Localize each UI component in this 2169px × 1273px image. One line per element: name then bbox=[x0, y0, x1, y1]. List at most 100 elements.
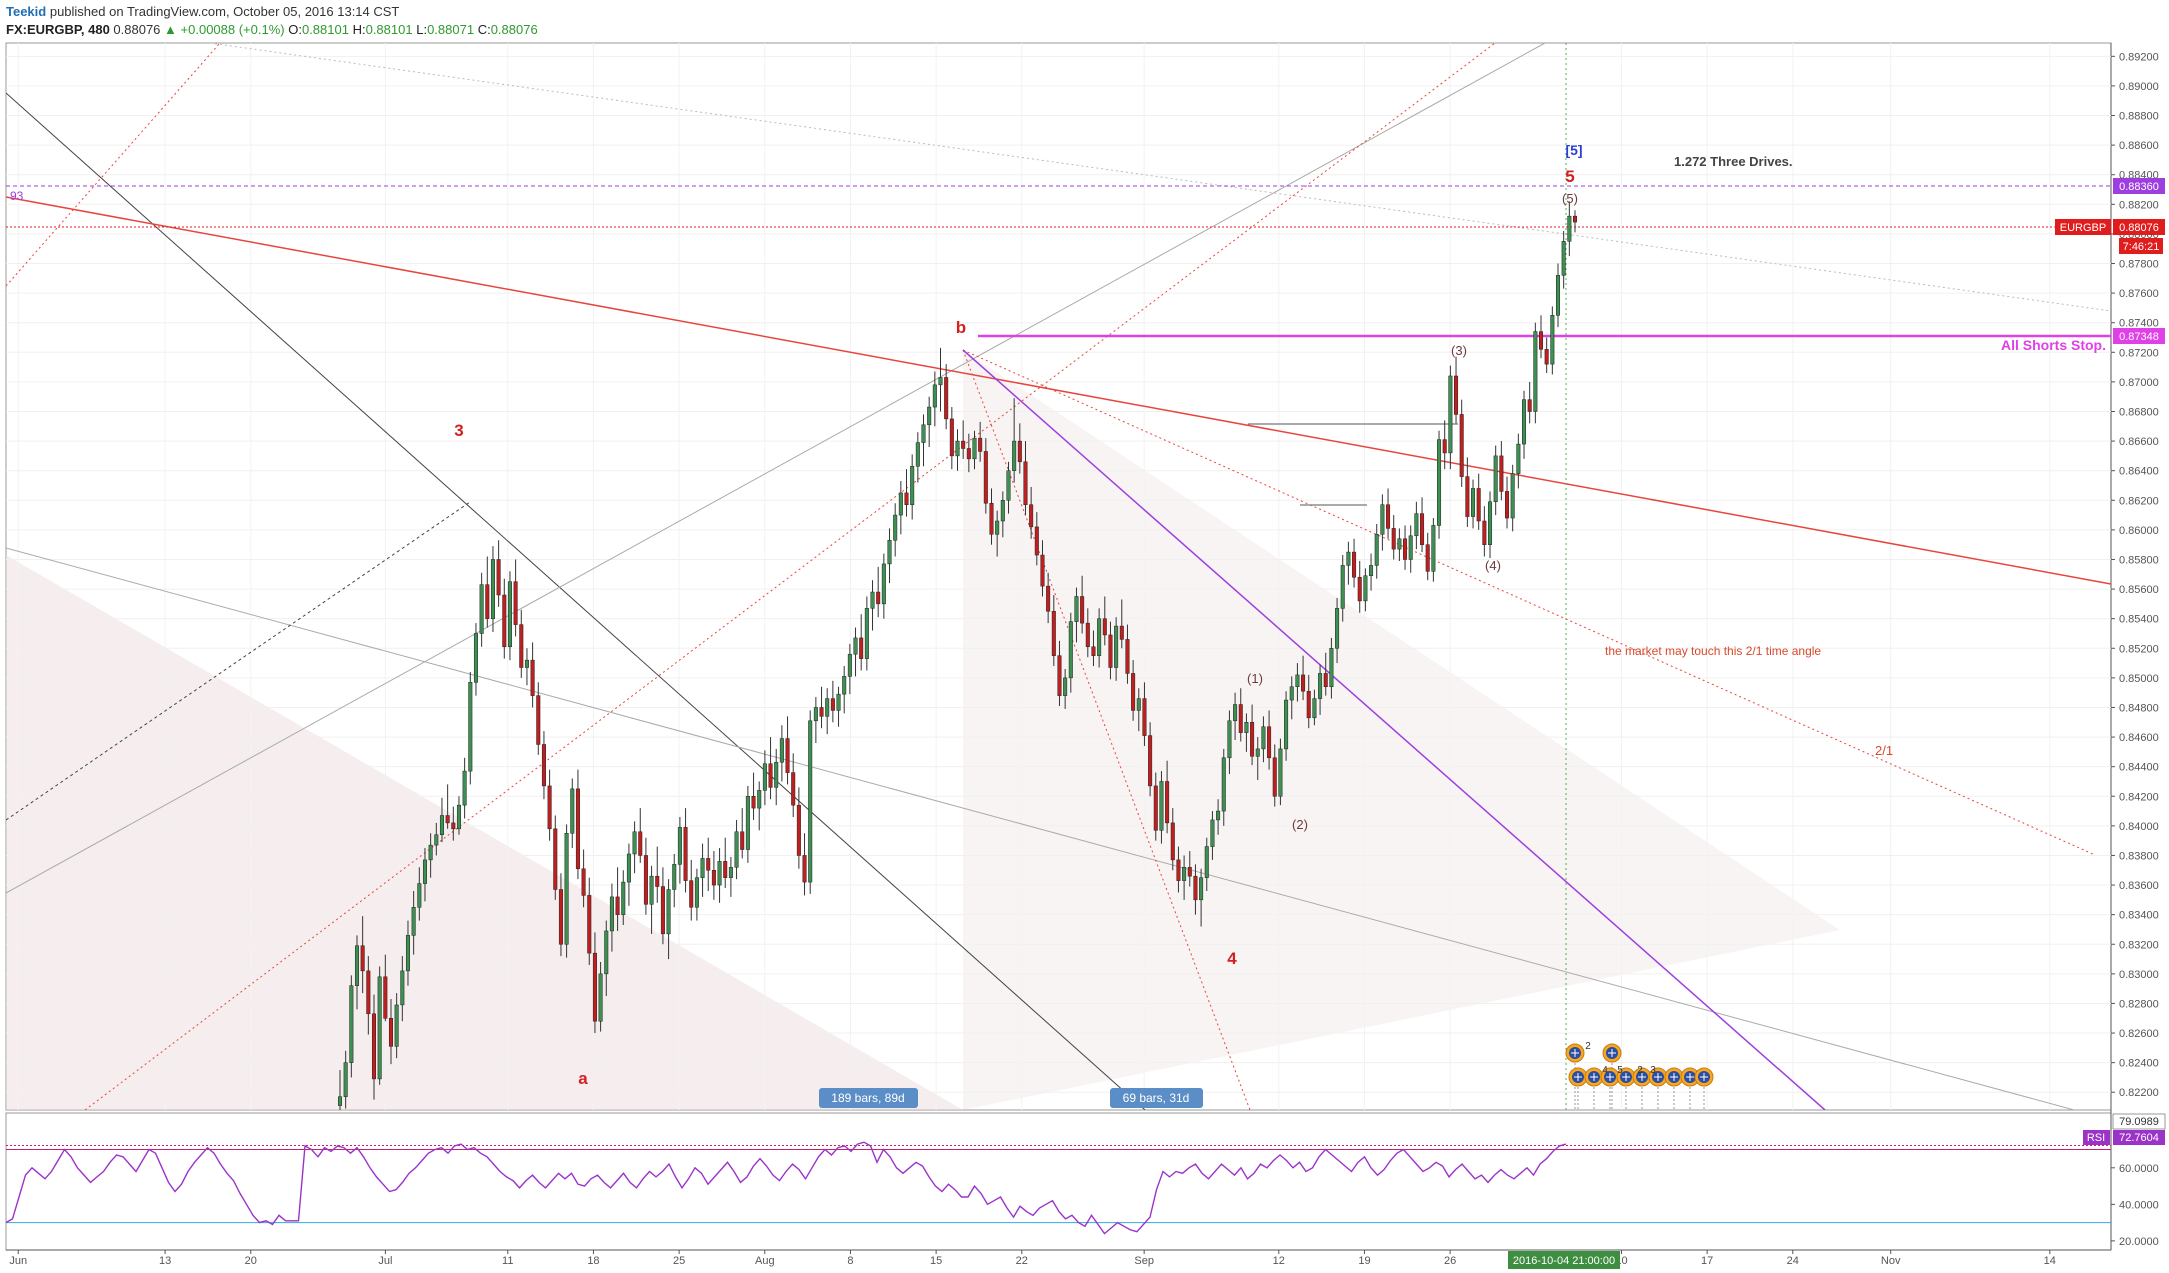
price-tick-label: 0.84800 bbox=[2119, 702, 2159, 714]
candle-body bbox=[853, 637, 858, 655]
candle-body bbox=[734, 831, 739, 868]
candle-body bbox=[706, 858, 711, 871]
rsi-pane[interactable] bbox=[5, 1112, 2112, 1251]
candle-body bbox=[1380, 504, 1385, 535]
candle-body bbox=[519, 624, 524, 668]
author-name[interactable]: Teekid bbox=[6, 4, 47, 19]
price-tick-label: 0.87800 bbox=[2119, 259, 2159, 271]
price-tick-label: 0.86200 bbox=[2119, 495, 2159, 507]
wave-label-5: 5 bbox=[1565, 167, 1574, 186]
date-tick-label: Nov bbox=[1881, 1255, 1901, 1267]
candle-body bbox=[553, 828, 558, 890]
price-tick-label: 0.84600 bbox=[2119, 732, 2159, 744]
rsi-tick-label: 60.0000 bbox=[2119, 1163, 2159, 1175]
candle-body bbox=[944, 377, 949, 420]
candle-body bbox=[1516, 443, 1521, 474]
candle-body bbox=[1301, 674, 1306, 692]
price-tick-label: 0.82200 bbox=[2119, 1087, 2159, 1099]
candle-body bbox=[893, 514, 898, 541]
price-tick-label: 0.83600 bbox=[2119, 880, 2159, 892]
candle-body bbox=[694, 877, 699, 908]
candle-body bbox=[1210, 819, 1215, 847]
black-trendline bbox=[6, 92, 1146, 1110]
candle-body bbox=[354, 945, 360, 986]
candle-body bbox=[558, 889, 563, 945]
candle-body bbox=[1148, 735, 1153, 787]
symbol-tag-text: EURGBP bbox=[2060, 222, 2106, 234]
price-tick-label: 0.89200 bbox=[2119, 51, 2159, 63]
candle-body bbox=[1493, 455, 1498, 503]
candle-body bbox=[983, 451, 988, 504]
candle-body bbox=[1074, 596, 1079, 622]
candle-body bbox=[1091, 646, 1096, 656]
candle-body bbox=[751, 796, 756, 809]
event-icon[interactable] bbox=[1632, 1067, 1652, 1087]
candle-body bbox=[1374, 534, 1379, 566]
event-icon[interactable] bbox=[1694, 1067, 1714, 1087]
price-tick-label: 0.87600 bbox=[2119, 288, 2159, 300]
subwave-label-5: (5) bbox=[1562, 191, 1578, 206]
event-icon[interactable] bbox=[1565, 1043, 1585, 1063]
candle-body bbox=[717, 861, 722, 886]
publish-line: Teekid published on TradingView.com, Oct… bbox=[6, 4, 399, 19]
rsi-name-tag-bg bbox=[2083, 1130, 2110, 1145]
candle-body bbox=[1431, 525, 1436, 572]
rsi-ticks: 60.0000 40.0000 20.0000 bbox=[2111, 1163, 2159, 1248]
price-tick-label: 0.87200 bbox=[2119, 347, 2159, 359]
price-tick-label: 0.88600 bbox=[2119, 140, 2159, 152]
candle-body bbox=[547, 785, 552, 830]
candle-body bbox=[405, 935, 410, 972]
candle-body bbox=[1051, 611, 1056, 656]
candle-body bbox=[1085, 622, 1090, 648]
candle-body bbox=[638, 831, 643, 856]
candle-body bbox=[394, 1004, 399, 1047]
candle-body bbox=[1193, 875, 1198, 901]
event-icon[interactable] bbox=[1680, 1067, 1700, 1087]
candle-body bbox=[1561, 241, 1566, 276]
date-tick-label: 22 bbox=[1016, 1255, 1028, 1267]
candle-body bbox=[1255, 748, 1260, 757]
price-tick-label: 0.83800 bbox=[2119, 850, 2159, 862]
candle-body bbox=[1170, 822, 1175, 861]
candle-body bbox=[870, 591, 875, 609]
candle-body bbox=[1267, 726, 1272, 759]
date-tick-label: 18 bbox=[587, 1255, 599, 1267]
economic-events[interactable]: 24 5 2 3 bbox=[1565, 1041, 1714, 1110]
subwave-label-2: (2) bbox=[1292, 817, 1308, 832]
candle-body bbox=[961, 440, 966, 449]
date-tick-label: Sep bbox=[1134, 1255, 1154, 1267]
event-icon[interactable] bbox=[1568, 1067, 1588, 1087]
candle-body bbox=[1369, 565, 1374, 577]
close-value: 0.88076 bbox=[490, 22, 538, 37]
candle-body bbox=[825, 698, 830, 717]
candle-body bbox=[915, 442, 920, 467]
event-icon[interactable] bbox=[1664, 1067, 1684, 1087]
candle-body bbox=[802, 855, 807, 883]
candle-body bbox=[1391, 528, 1396, 550]
candle-body bbox=[1063, 677, 1068, 696]
event-count-label: 2 bbox=[1585, 1041, 1591, 1052]
rsi-line bbox=[6, 1141, 1567, 1235]
bars-range-badge-2 bbox=[1110, 1088, 1203, 1108]
candle-body bbox=[774, 761, 779, 788]
candle-body bbox=[615, 896, 620, 915]
price-tick-label: 0.85800 bbox=[2119, 554, 2159, 566]
event-icon[interactable] bbox=[1584, 1067, 1604, 1087]
level-tag-text-1: 0.88360 bbox=[2119, 181, 2159, 193]
main-pane[interactable] bbox=[5, 42, 2112, 1111]
candle-body bbox=[343, 1062, 348, 1097]
candle-body bbox=[1068, 621, 1073, 679]
candle-body bbox=[836, 693, 841, 711]
event-icon[interactable] bbox=[1600, 1067, 1620, 1087]
bars-range-badge-1 bbox=[819, 1088, 918, 1108]
candle-body bbox=[502, 594, 507, 648]
date-tick-label: 19 bbox=[1358, 1255, 1370, 1267]
candle-body bbox=[490, 559, 495, 619]
event-icon[interactable] bbox=[1602, 1043, 1622, 1063]
candle-body bbox=[530, 659, 535, 696]
candle-body bbox=[666, 889, 671, 935]
candle-body bbox=[1131, 673, 1136, 711]
gridlines bbox=[6, 43, 2111, 1110]
candle-body bbox=[1233, 704, 1238, 722]
